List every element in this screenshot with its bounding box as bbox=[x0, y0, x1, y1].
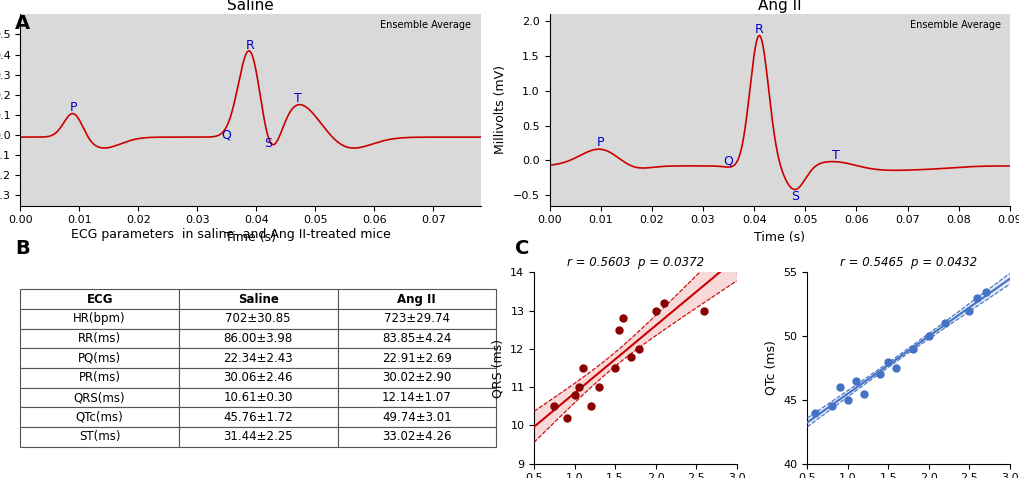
Text: Q: Q bbox=[220, 128, 230, 141]
Y-axis label: QTc (ms): QTc (ms) bbox=[764, 341, 777, 395]
Point bbox=[545, 402, 561, 410]
Title: Saline: Saline bbox=[227, 0, 273, 13]
Text: S: S bbox=[264, 137, 272, 150]
X-axis label: Time (s): Time (s) bbox=[753, 231, 804, 244]
Point bbox=[647, 307, 663, 315]
Text: Q: Q bbox=[722, 154, 733, 167]
Text: R: R bbox=[246, 39, 255, 52]
Point bbox=[557, 414, 574, 422]
Point bbox=[879, 358, 896, 366]
Text: C: C bbox=[515, 239, 529, 258]
Point bbox=[976, 288, 993, 295]
X-axis label: Time (s): Time (s) bbox=[225, 231, 276, 244]
Text: T: T bbox=[832, 149, 839, 162]
Point bbox=[839, 396, 855, 404]
Point bbox=[855, 390, 871, 397]
Point bbox=[614, 315, 631, 322]
Point bbox=[655, 299, 672, 307]
Point bbox=[623, 353, 639, 360]
Point bbox=[888, 364, 904, 372]
Text: P: P bbox=[69, 101, 77, 114]
Point bbox=[570, 383, 586, 391]
Point bbox=[610, 326, 627, 334]
Point bbox=[847, 377, 863, 385]
Point bbox=[606, 364, 623, 372]
Point bbox=[904, 345, 920, 353]
Point bbox=[935, 320, 952, 327]
Text: Ensemble Average: Ensemble Average bbox=[909, 20, 1000, 30]
Point bbox=[695, 307, 711, 315]
Title: Ang II: Ang II bbox=[757, 0, 801, 13]
Text: r = 0.5465  p = 0.0432: r = 0.5465 p = 0.0432 bbox=[840, 256, 976, 269]
Text: P: P bbox=[596, 136, 604, 149]
Point bbox=[830, 383, 847, 391]
Point bbox=[960, 307, 976, 315]
Text: A: A bbox=[15, 14, 31, 33]
Text: R: R bbox=[754, 22, 763, 36]
Text: ECG parameters  in saline- and Ang II-treated mice: ECG parameters in saline- and Ang II-tre… bbox=[71, 228, 390, 241]
Y-axis label: QRS (ms): QRS (ms) bbox=[491, 338, 504, 398]
Point bbox=[871, 370, 888, 378]
Text: Ensemble Average: Ensemble Average bbox=[380, 20, 471, 30]
Text: r = 0.5603  p = 0.0372: r = 0.5603 p = 0.0372 bbox=[567, 256, 703, 269]
Point bbox=[631, 345, 647, 353]
Text: T: T bbox=[293, 92, 302, 105]
Point bbox=[582, 402, 598, 410]
Text: S: S bbox=[790, 189, 798, 203]
Point bbox=[920, 332, 936, 340]
Text: B: B bbox=[15, 239, 30, 258]
Point bbox=[574, 364, 590, 372]
Point bbox=[590, 383, 606, 391]
Point bbox=[806, 409, 822, 416]
Y-axis label: Millivolts (mV): Millivolts (mV) bbox=[494, 65, 506, 154]
Point bbox=[822, 402, 839, 410]
Point bbox=[968, 294, 984, 302]
Point bbox=[566, 391, 582, 399]
